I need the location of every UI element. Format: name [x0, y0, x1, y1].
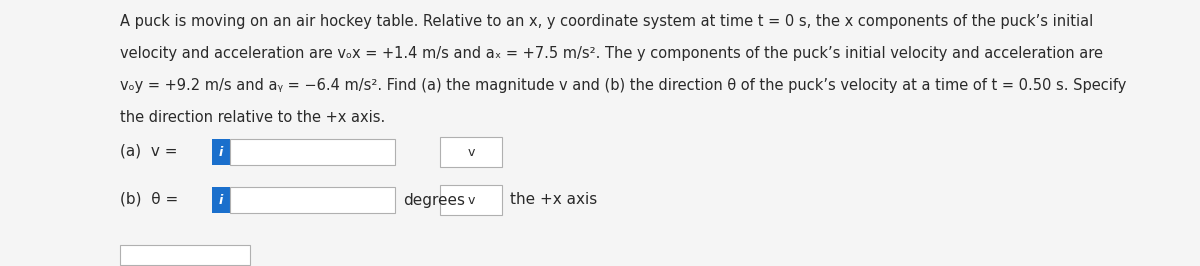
Text: v: v [467, 146, 475, 159]
Text: the +x axis: the +x axis [510, 193, 598, 207]
Text: (a)  v =: (a) v = [120, 144, 178, 159]
Bar [230, 187, 395, 213]
Text: the direction relative to the +x axis.: the direction relative to the +x axis. [120, 110, 385, 125]
Text: degrees: degrees [403, 193, 466, 207]
Bar [440, 185, 502, 215]
Text: vₒy = +9.2 m/s and aᵧ = −6.4 m/s². Find (a) the magnitude v and (b) the directio: vₒy = +9.2 m/s and aᵧ = −6.4 m/s². Find … [120, 78, 1127, 93]
Bar [212, 139, 230, 165]
Text: i: i [218, 146, 223, 159]
Text: A puck is moving on an air hockey table. Relative to an x, y coordinate system a: A puck is moving on an air hockey table.… [120, 14, 1093, 29]
Text: i: i [218, 193, 223, 206]
Text: v: v [467, 193, 475, 206]
Text: velocity and acceleration are vₒx = +1.4 m/s and aₓ = +7.5 m/s². The y component: velocity and acceleration are vₒx = +1.4… [120, 46, 1103, 61]
Bar [212, 187, 230, 213]
Bar [120, 245, 250, 265]
Text: (b)  θ =: (b) θ = [120, 192, 179, 207]
Bar [440, 137, 502, 167]
Bar [230, 139, 395, 165]
